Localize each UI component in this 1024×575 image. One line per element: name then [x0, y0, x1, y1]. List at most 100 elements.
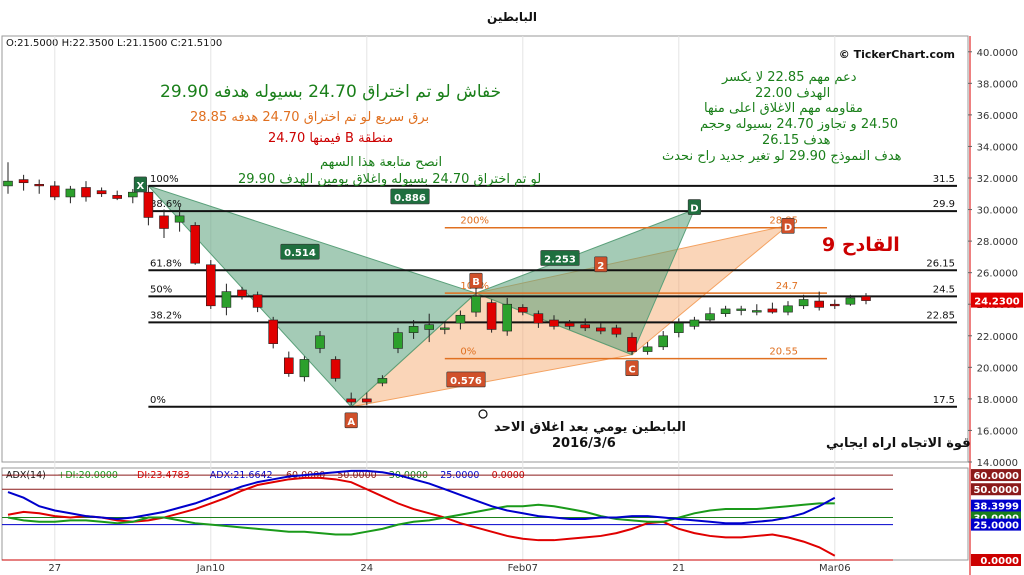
adx-right-label: 25.0000	[973, 521, 1019, 532]
candle-body	[174, 215, 185, 223]
candle-body	[439, 327, 450, 330]
candle-body	[34, 184, 45, 187]
point-d-orange-text: D	[784, 222, 792, 233]
candle-body	[845, 297, 856, 305]
y-tick-label: 22.0000	[977, 332, 1018, 343]
adx-right-label: 50.0000	[973, 485, 1019, 496]
annotation-support-1: دعم مهم 22.85 لا يكسر	[722, 70, 857, 85]
annotation-green-bat: خفاش لو تم اختراق 24.70 بسيوله هدفه 29.9…	[160, 82, 502, 102]
x-tick-label: Mar06	[819, 563, 851, 574]
candle-body	[96, 190, 107, 195]
candle-body	[128, 191, 138, 198]
adx-right-tag	[971, 518, 1021, 531]
candle-body	[268, 319, 279, 344]
adx-di-minus-line	[7, 476, 836, 557]
ratio-bd	[540, 250, 580, 266]
candle-body	[549, 319, 559, 327]
ohlc-header: O:21.5000 H:22.3500 L:21.1500 C:21.5100	[6, 38, 222, 49]
annotation-orange-flash: برق سريع لو تم اختراق 24.70 هدفه 28.85	[190, 110, 430, 125]
ratio-ac	[446, 371, 486, 388]
candle-body	[673, 322, 684, 333]
point-c-text: C	[628, 365, 635, 376]
y-tick-label: 20.0000	[977, 363, 1018, 374]
candle-body	[237, 289, 247, 297]
ratio-xb	[280, 243, 320, 260]
candle-body	[564, 322, 575, 327]
adx-right-label: 38.3999	[973, 502, 1019, 513]
adx-right-label: 60.0000	[973, 471, 1019, 482]
candle-body	[580, 324, 591, 329]
annotation-resistance-1: مقاومه مهم الاغلاق اعلى منها	[704, 101, 863, 116]
candle-body	[689, 319, 700, 327]
y-tick-label: 36.0000	[977, 111, 1018, 122]
fib-level-pct: 61.8%	[150, 258, 182, 269]
current-price-tag	[971, 292, 1023, 308]
annotation-pattern-target: هدف النموذج 29.90 لو تغير جديد راح نحدث	[662, 149, 902, 164]
candle-body	[627, 337, 637, 352]
fib-level-value: 29.9	[933, 199, 955, 210]
y-tick-label: 30.0000	[977, 206, 1018, 217]
candle-body	[829, 303, 840, 307]
candle-body	[315, 335, 325, 349]
point-b-text: B	[472, 277, 480, 288]
candle-body	[408, 326, 419, 333]
annotation-support-2: الهدف 22.00	[755, 86, 831, 101]
candle-body	[798, 299, 809, 307]
point-d-green-text: D	[690, 204, 698, 215]
candle-body	[642, 346, 653, 352]
fib-level-pct: 38.2%	[150, 310, 182, 321]
x-tick-label: 21	[672, 563, 685, 574]
candle-body	[143, 191, 154, 218]
current-price-label: 24.2300	[974, 297, 1020, 308]
ratio-ad-text: 0.886	[394, 193, 426, 204]
candle-body	[751, 310, 762, 313]
point-x	[133, 176, 147, 193]
candle-body	[705, 313, 715, 321]
price-panel	[1, 35, 969, 463]
fib-level-pct: 100%	[150, 174, 179, 185]
candle-body	[221, 291, 232, 308]
watermark: © TickerChart.com	[839, 48, 955, 61]
annotation-target: هدف 26.15	[762, 133, 831, 148]
candle-body	[346, 398, 357, 403]
y-tick-label: 40.0000	[977, 48, 1018, 59]
fib-level-pct: 0%	[150, 395, 166, 406]
candle-body	[471, 296, 481, 313]
adx-right-tag	[971, 483, 1021, 496]
y-tick-label: 16.0000	[977, 426, 1018, 437]
fib-level-value: 24.5	[933, 284, 955, 295]
candle-body	[330, 359, 341, 379]
ratio-xb-text: 0.514	[284, 248, 316, 259]
annotation-date: 2016/3/6	[552, 436, 616, 451]
y-tick-label: 32.0000	[977, 174, 1018, 185]
y-tick-label: 28.0000	[977, 237, 1018, 248]
adx-right-label: 0.0000	[980, 556, 1019, 567]
fib-level-value: 26.15	[926, 258, 955, 269]
candle-body	[517, 307, 528, 313]
y-tick-label: 14.0000	[977, 458, 1018, 469]
candle-body	[736, 308, 747, 311]
ratio-ac-text: 0.576	[450, 376, 482, 387]
candle-body	[767, 308, 778, 313]
fib-level-pct: 88.6%	[150, 199, 182, 210]
fib-level-value: 17.5	[933, 395, 955, 406]
candle-body	[18, 179, 29, 184]
adx-line	[7, 469, 836, 525]
candle-body	[783, 305, 793, 313]
point-d-orange	[781, 218, 795, 234]
candle-body	[455, 314, 466, 324]
annotation-daily: البابطين يومي بعد اغلاق الاحد	[494, 420, 686, 435]
adx-right-tag	[971, 469, 1021, 482]
fib-level-value: 31.5	[933, 174, 955, 185]
candle-body	[112, 195, 122, 199]
candle-body	[65, 188, 76, 198]
adx-panel	[1, 467, 969, 561]
candle-body	[424, 324, 435, 330]
annotation-advice-2: لو تم اختراق 24.70 بسيوله واغلاق يومين ا…	[238, 172, 542, 187]
annotation-qadeh: القادح 9	[822, 234, 900, 256]
candle-body	[159, 215, 169, 229]
point-c	[625, 360, 639, 377]
candle-body	[299, 359, 310, 378]
page-title: البابطين	[487, 10, 537, 24]
annotation-resistance-2: 24.50 و تجاوز 24.70 بسيوله وحجم	[700, 117, 899, 132]
